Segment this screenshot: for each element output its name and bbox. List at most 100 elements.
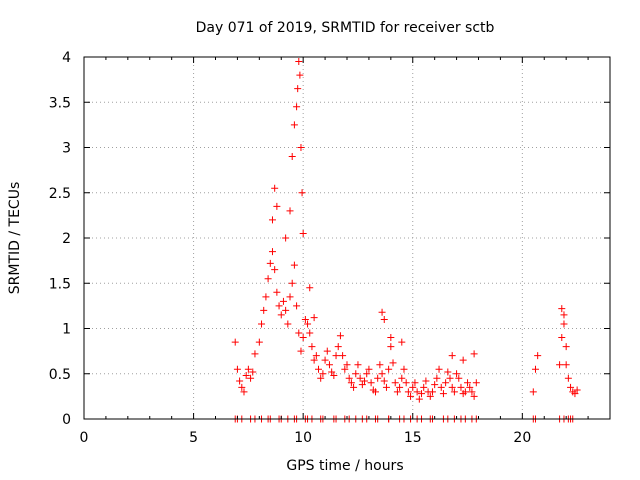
data-point	[262, 293, 270, 301]
data-point	[293, 302, 301, 310]
y-tick-label: 3.5	[49, 95, 71, 111]
data-point	[415, 395, 423, 403]
data-point	[306, 284, 314, 292]
x-tick-label: 15	[404, 430, 422, 446]
data-point	[407, 392, 415, 400]
data-point	[336, 332, 344, 340]
data-point	[339, 352, 347, 360]
x-tick-label: 5	[189, 430, 198, 446]
data-point	[571, 390, 579, 398]
data-point	[413, 388, 421, 396]
data-point	[420, 383, 428, 391]
data-point	[437, 383, 445, 391]
data-point	[448, 383, 456, 391]
data-point	[306, 329, 314, 337]
data-point	[295, 58, 303, 66]
data-point	[315, 365, 323, 373]
data-point	[448, 352, 456, 360]
x-tick-labels: 0 5 10 15 20	[80, 430, 532, 446]
data-point	[308, 343, 316, 351]
data-point	[317, 374, 325, 382]
data-point	[428, 388, 436, 396]
data-point	[282, 306, 290, 314]
data-point	[446, 374, 454, 382]
data-point	[319, 370, 327, 378]
data-point	[350, 383, 358, 391]
data-point	[376, 361, 384, 369]
y-tick-label: 2	[62, 231, 71, 247]
data-point	[297, 144, 305, 151]
data-point	[461, 388, 469, 396]
x-axis-label: GPS time / hours	[286, 458, 403, 474]
data-point	[310, 314, 318, 322]
data-point	[271, 184, 279, 192]
data-point	[284, 320, 292, 328]
data-point	[361, 377, 369, 385]
data-point	[426, 392, 434, 400]
y-tick-label: 1.5	[49, 276, 71, 292]
data-point	[334, 343, 342, 351]
data-point	[247, 374, 255, 382]
data-point	[358, 381, 366, 389]
data-point	[312, 352, 320, 360]
data-point	[468, 388, 476, 396]
data-point	[398, 338, 406, 346]
data-point	[459, 356, 467, 364]
data-point	[402, 379, 410, 387]
data-point	[367, 379, 375, 387]
y-tick-label: 3	[62, 141, 71, 157]
data-point	[450, 388, 458, 396]
data-point	[347, 379, 355, 387]
data-point	[529, 388, 537, 396]
data-point	[455, 374, 463, 382]
data-point	[264, 275, 272, 283]
data-point	[236, 377, 244, 385]
data-point	[558, 305, 566, 313]
data-point	[371, 388, 379, 396]
data-point	[310, 356, 318, 364]
x-tick-label: 10	[294, 430, 312, 446]
data-point	[562, 361, 570, 369]
data-point	[299, 229, 307, 237]
data-point	[356, 374, 364, 382]
data-point	[435, 365, 443, 373]
data-point	[560, 311, 568, 319]
data-point	[354, 361, 362, 369]
data-point	[275, 302, 283, 310]
x-tick-label: 20	[513, 430, 531, 446]
data-point	[444, 368, 452, 376]
data-point	[393, 388, 401, 396]
data-point	[439, 390, 447, 398]
data-point	[297, 347, 305, 355]
data-point	[380, 377, 388, 385]
x-tick-label: 0	[80, 430, 89, 446]
data-point	[556, 361, 564, 369]
data-point	[422, 377, 430, 385]
data-point	[282, 234, 290, 242]
data-point	[273, 202, 281, 210]
data-point	[387, 343, 395, 351]
data-point	[321, 356, 329, 364]
data-point	[286, 293, 294, 301]
y-axis-label: SRMTID / TECUs	[7, 182, 23, 295]
data-point	[258, 320, 266, 328]
y-tick-label: 1	[62, 322, 71, 338]
data-point	[279, 297, 287, 305]
data-point	[470, 350, 478, 358]
chart-title: Day 071 of 2019, SRMTID for receiver sct…	[196, 20, 495, 36]
data-point	[266, 259, 274, 267]
data-point	[380, 315, 388, 323]
data-point	[290, 121, 298, 129]
data-point	[299, 334, 307, 342]
data-points	[231, 58, 581, 423]
data-point	[400, 365, 408, 373]
y-tick-label: 0.5	[49, 367, 71, 383]
data-point	[273, 288, 281, 296]
data-point	[442, 379, 450, 387]
y-tick-label: 0	[62, 412, 71, 428]
data-point	[433, 374, 441, 382]
data-point	[244, 365, 252, 373]
data-point	[567, 383, 575, 391]
data-point	[374, 374, 382, 382]
